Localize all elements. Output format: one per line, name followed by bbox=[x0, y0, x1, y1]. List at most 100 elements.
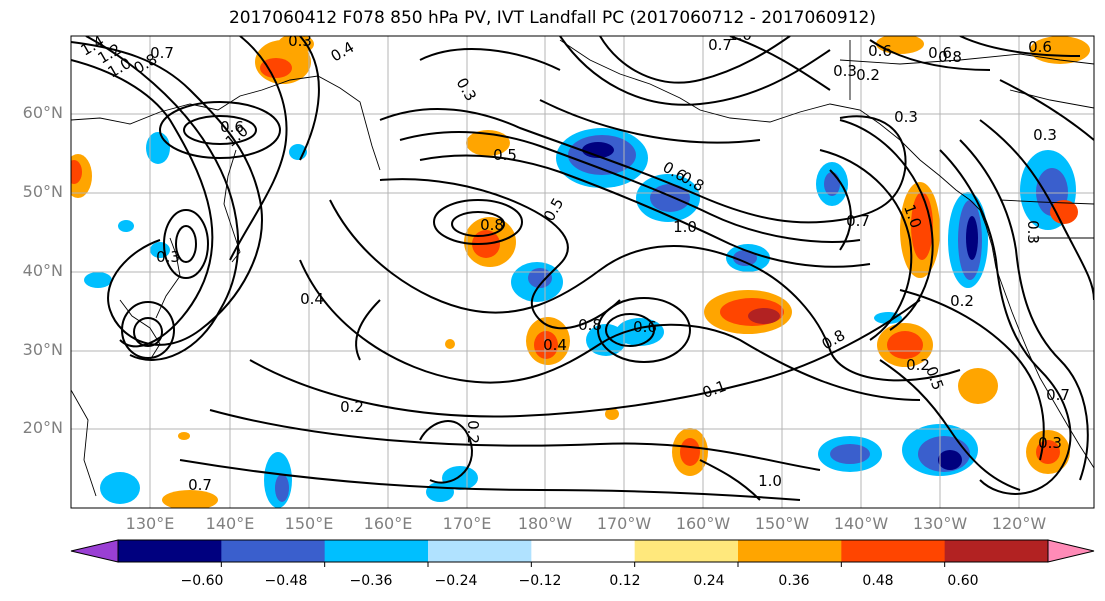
pv-anomaly-negative bbox=[528, 268, 552, 288]
pv-anomaly-positive bbox=[278, 36, 314, 54]
colorbar-segment bbox=[531, 540, 636, 562]
pv-anomaly-negative bbox=[966, 216, 978, 260]
contour-label: 0.7 bbox=[708, 36, 732, 54]
contour-label: 0.3 bbox=[833, 62, 857, 80]
contour-label: 0.4 bbox=[543, 336, 567, 354]
lon-label: 150°E bbox=[284, 514, 334, 533]
pv-anomaly-negative bbox=[830, 444, 870, 464]
colorbar-tick-label: −0.48 bbox=[264, 573, 308, 589]
contour-label: 0.3 bbox=[894, 108, 918, 126]
colorbar-tick-label: 0.12 bbox=[609, 573, 641, 589]
lat-label: 30°N bbox=[22, 340, 63, 359]
contour-label: 0.6 bbox=[928, 44, 952, 62]
pv-anomaly-negative bbox=[275, 474, 289, 502]
contour-label: 0.2 bbox=[340, 398, 364, 416]
pv-anomaly-positive bbox=[260, 58, 292, 78]
lat-label: 20°N bbox=[22, 418, 63, 437]
lon-label: 150°W bbox=[754, 514, 810, 533]
colorbar-tick-label: 0.24 bbox=[693, 573, 725, 589]
pv-anomaly-positive bbox=[1030, 36, 1090, 64]
map-frame bbox=[70, 35, 1095, 509]
lat-label: 50°N bbox=[22, 182, 63, 201]
contour-label: 1.0 bbox=[728, 26, 752, 44]
pv-anomaly-positive bbox=[466, 130, 510, 156]
pv-anomaly-negative bbox=[442, 466, 478, 490]
pv-anomaly-positive bbox=[1050, 200, 1078, 224]
contour-label: 1.0 bbox=[673, 218, 697, 236]
lon-label: 170°E bbox=[442, 514, 492, 533]
contour-label: 0.3 bbox=[156, 248, 180, 266]
colorbar-tick-label: −0.60 bbox=[180, 573, 224, 589]
pv-anomaly-positive bbox=[605, 408, 619, 420]
coastlines bbox=[71, 39, 1094, 497]
colorbar bbox=[70, 539, 1095, 567]
contour-label: 0.7 bbox=[846, 212, 870, 230]
colorbar-segment bbox=[944, 540, 1049, 562]
lon-label: 160°W bbox=[675, 514, 731, 533]
contour-label: 0.2 bbox=[464, 420, 482, 444]
colorbar-segment bbox=[118, 540, 222, 562]
pv-anomaly-positive bbox=[748, 308, 780, 324]
colorbar-segment bbox=[324, 540, 429, 562]
contour-label: 0.5 bbox=[493, 146, 517, 164]
colorbar-under-arrow bbox=[70, 539, 119, 563]
pv-anomaly-positive bbox=[178, 432, 190, 440]
pv-anomaly-negative bbox=[84, 272, 112, 288]
colorbar-tick-label: −0.12 bbox=[518, 573, 562, 589]
lon-label: 160°E bbox=[363, 514, 413, 533]
figure-title: 2017060412 F078 850 hPa PV, IVT Landfall… bbox=[228, 8, 876, 28]
pv-anomaly-negative bbox=[938, 450, 962, 470]
contour-label: 0.3 bbox=[1038, 434, 1062, 452]
contour-label: 0.3 bbox=[288, 32, 312, 50]
pv-shading bbox=[71, 36, 1090, 508]
contour-label: 0.8 bbox=[480, 216, 504, 234]
lat-lon-grid bbox=[71, 36, 1094, 508]
colorbar-tick-label: −0.24 bbox=[434, 573, 478, 589]
contour-label: 0.7 bbox=[1046, 386, 1070, 404]
pv-anomaly-negative bbox=[118, 220, 134, 232]
contour-label: 1.0 bbox=[758, 472, 782, 490]
lon-label: 140°E bbox=[205, 514, 255, 533]
pv-contours bbox=[71, 36, 1094, 501]
pv-anomaly-negative bbox=[426, 482, 454, 502]
colorbar-segment bbox=[634, 540, 739, 562]
contour-label: 0.8 bbox=[578, 316, 602, 334]
lon-label: 140°W bbox=[833, 514, 889, 533]
pv-anomaly-negative bbox=[824, 172, 840, 196]
lon-label: 130°E bbox=[125, 514, 175, 533]
colorbar-segment bbox=[738, 540, 842, 562]
lon-label: 130°W bbox=[912, 514, 968, 533]
contour-label: 0.8 bbox=[938, 48, 962, 66]
colorbar-over-arrow bbox=[1047, 539, 1095, 563]
pv-anomaly-positive bbox=[680, 438, 700, 466]
lon-label: 120°W bbox=[991, 514, 1047, 533]
contour-label: 0.3 bbox=[1024, 220, 1042, 244]
pv-anomaly-positive bbox=[445, 339, 455, 349]
pv-anomaly-negative bbox=[100, 472, 140, 504]
contour-label: 0.3 bbox=[1033, 126, 1057, 144]
colorbar-frame bbox=[117, 539, 1049, 563]
contour-label: 0.6 bbox=[633, 318, 657, 336]
lat-label: 40°N bbox=[22, 261, 63, 280]
pv-anomaly-positive bbox=[162, 490, 218, 508]
contour-label: 0.2 bbox=[950, 292, 974, 310]
contour-label: 0.4 bbox=[300, 290, 324, 308]
pv-anomaly-negative bbox=[733, 250, 757, 266]
contour-label: 0.2 bbox=[906, 356, 930, 374]
contour-label: 0.2 bbox=[856, 66, 880, 84]
colorbar-segment bbox=[221, 540, 326, 562]
lon-label: 170°W bbox=[596, 514, 652, 533]
lat-label: 60°N bbox=[22, 103, 63, 122]
colorbar-tick-label: 0.48 bbox=[862, 573, 894, 589]
lon-label: 180°W bbox=[517, 514, 573, 533]
contour-label: 0.7 bbox=[150, 44, 174, 62]
contour-label: 0.7 bbox=[188, 476, 212, 494]
colorbar-segment bbox=[841, 540, 946, 562]
contour-label: 0.6 bbox=[220, 118, 244, 136]
contour-label: 0.6 bbox=[1028, 38, 1052, 56]
pv-anomaly-positive bbox=[534, 331, 558, 359]
contour-label: 0.6 bbox=[868, 42, 892, 60]
colorbar-tick-label: 0.36 bbox=[778, 573, 810, 589]
pv-anomaly-positive bbox=[887, 331, 923, 359]
